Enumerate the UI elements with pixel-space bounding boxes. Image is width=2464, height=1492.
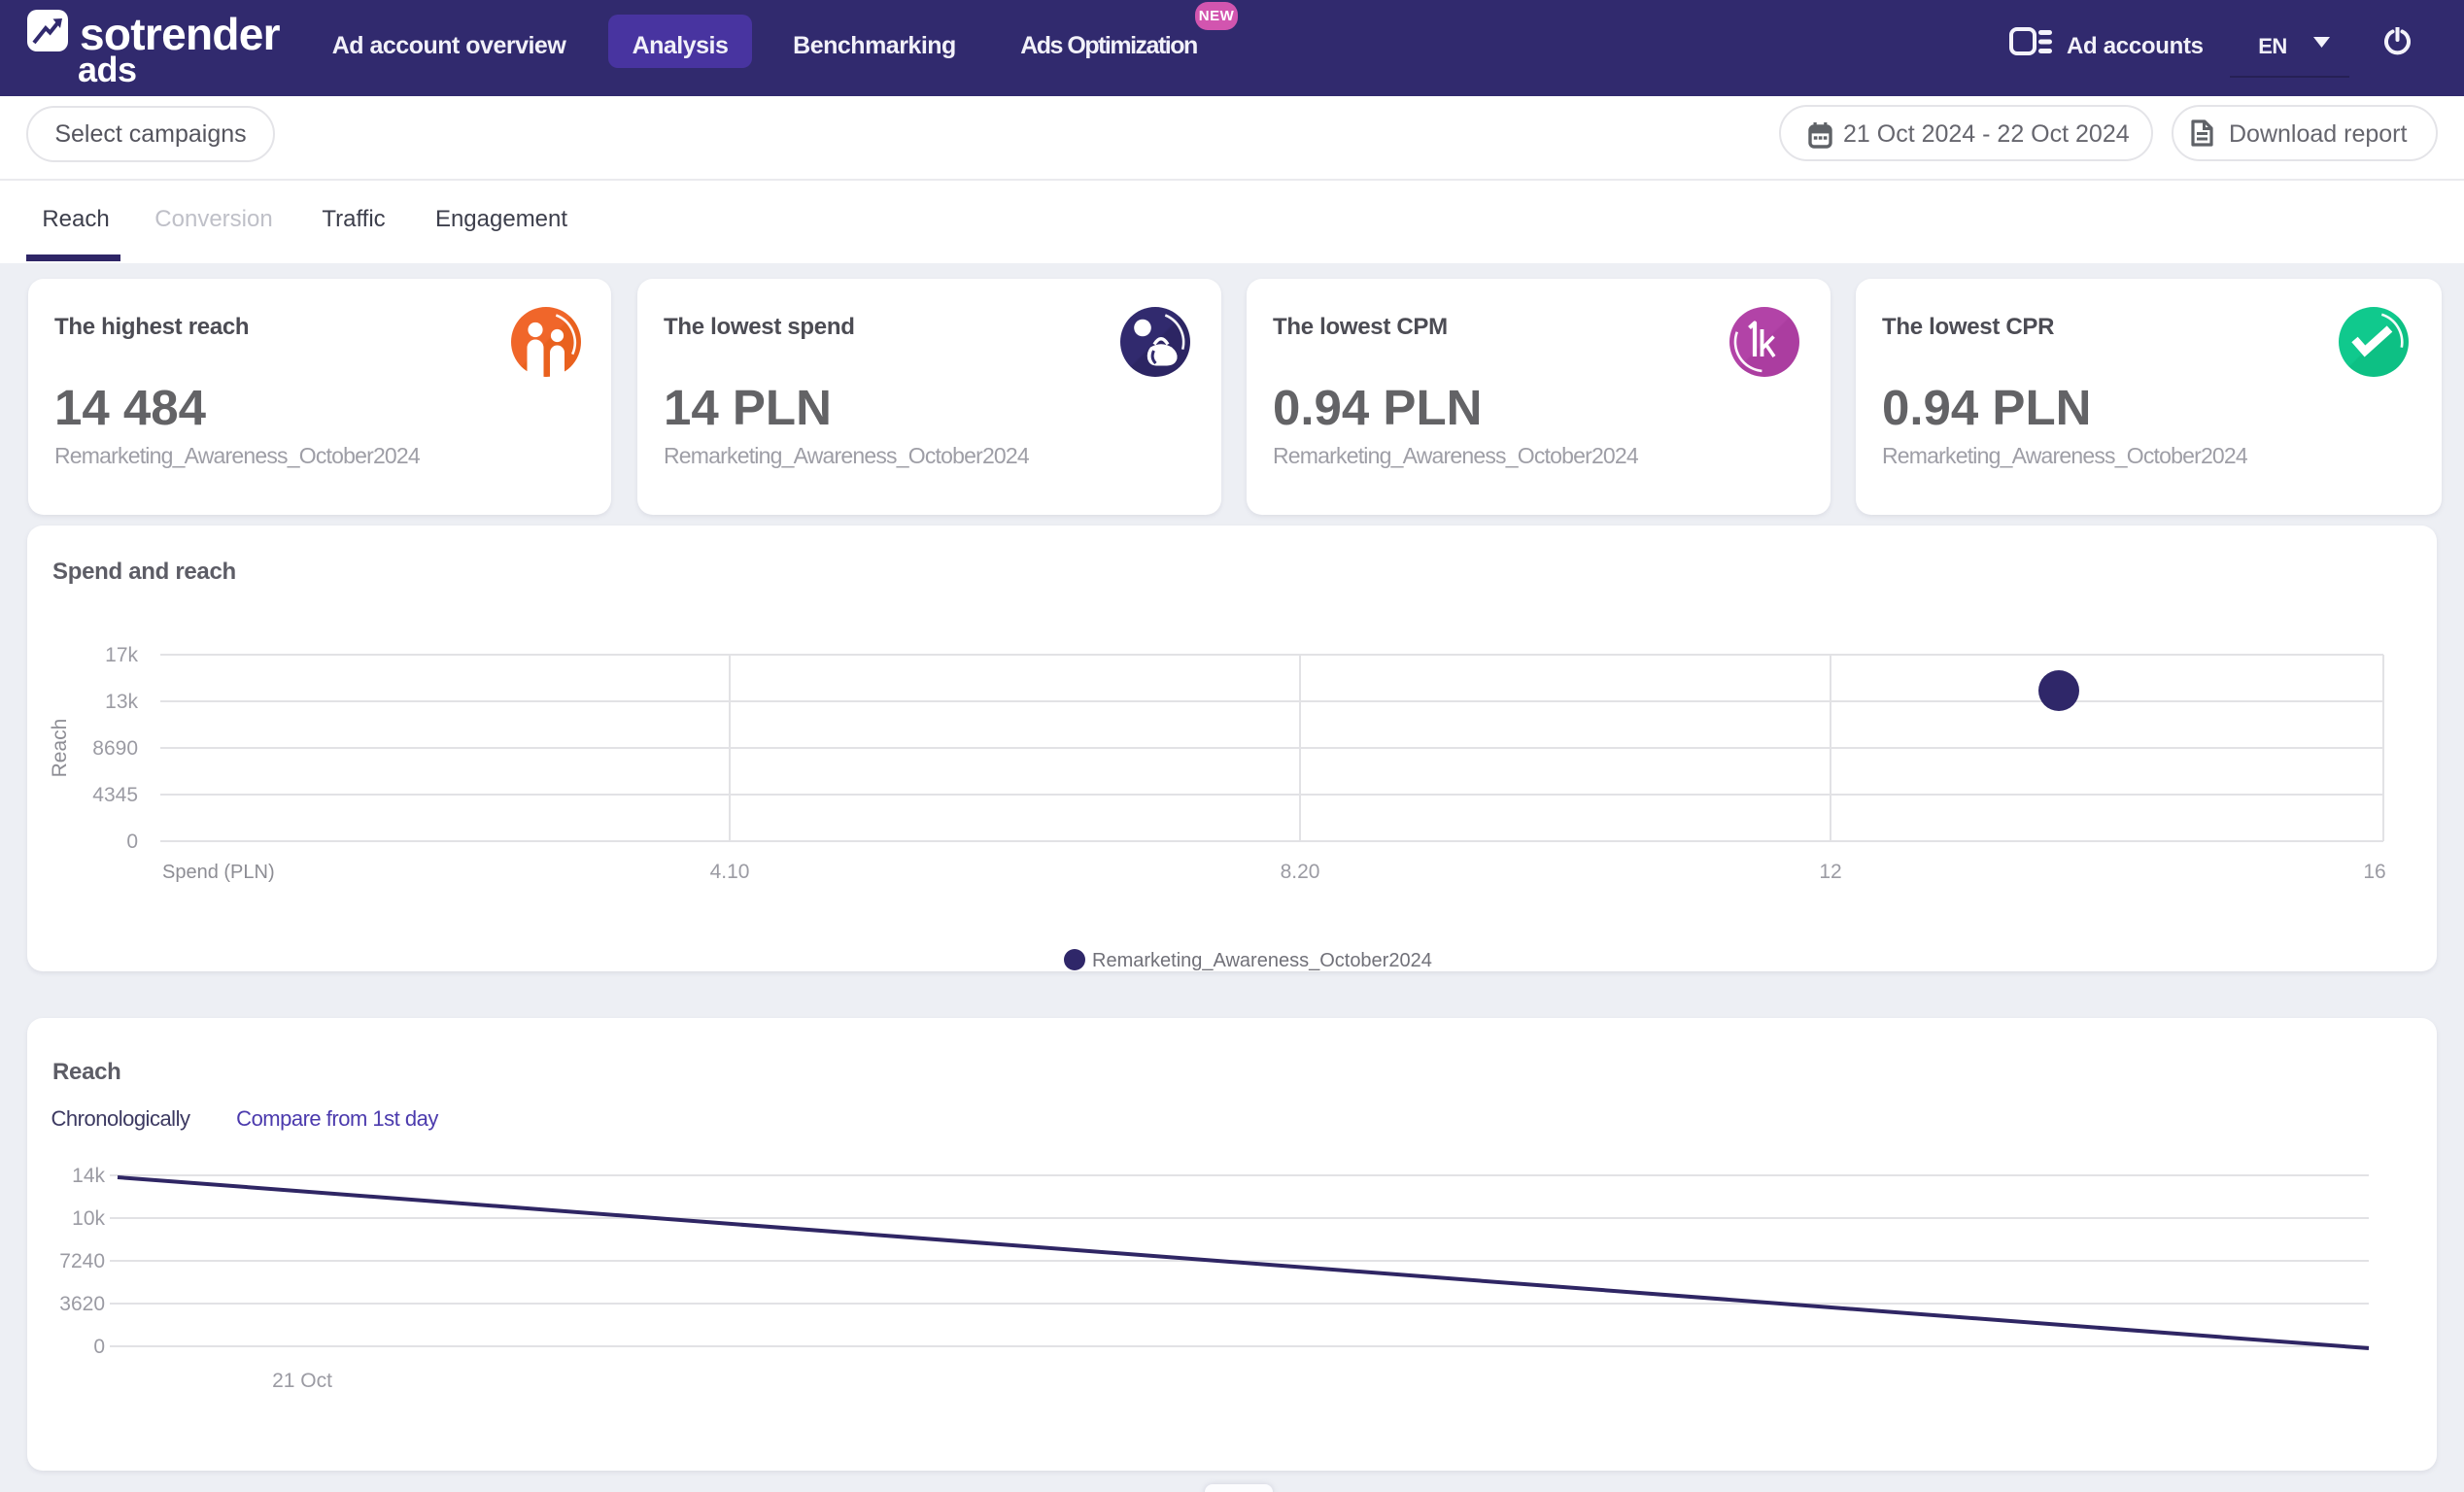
svg-text:0: 0 <box>126 831 138 853</box>
svg-text:Remarketing_Awareness_October2: Remarketing_Awareness_October2024 <box>1092 950 1432 971</box>
svg-text:8690: 8690 <box>92 737 138 760</box>
svg-text:21 Oct: 21 Oct <box>272 1370 332 1392</box>
svg-text:13k: 13k <box>105 691 138 713</box>
svg-text:16: 16 <box>2363 861 2385 883</box>
svg-text:7240: 7240 <box>59 1250 105 1272</box>
svg-text:4.10: 4.10 <box>710 861 750 883</box>
svg-text:Reach: Reach <box>49 719 71 778</box>
svg-text:10k: 10k <box>72 1207 105 1230</box>
svg-text:8.20: 8.20 <box>1281 861 1320 883</box>
svg-text:14k: 14k <box>72 1165 105 1187</box>
svg-text:0: 0 <box>93 1336 105 1358</box>
svg-text:Spend (PLN): Spend (PLN) <box>162 862 275 883</box>
svg-text:3620: 3620 <box>59 1293 105 1315</box>
svg-text:17k: 17k <box>105 644 138 666</box>
svg-text:4345: 4345 <box>92 784 138 806</box>
svg-text:12: 12 <box>1819 861 1841 883</box>
